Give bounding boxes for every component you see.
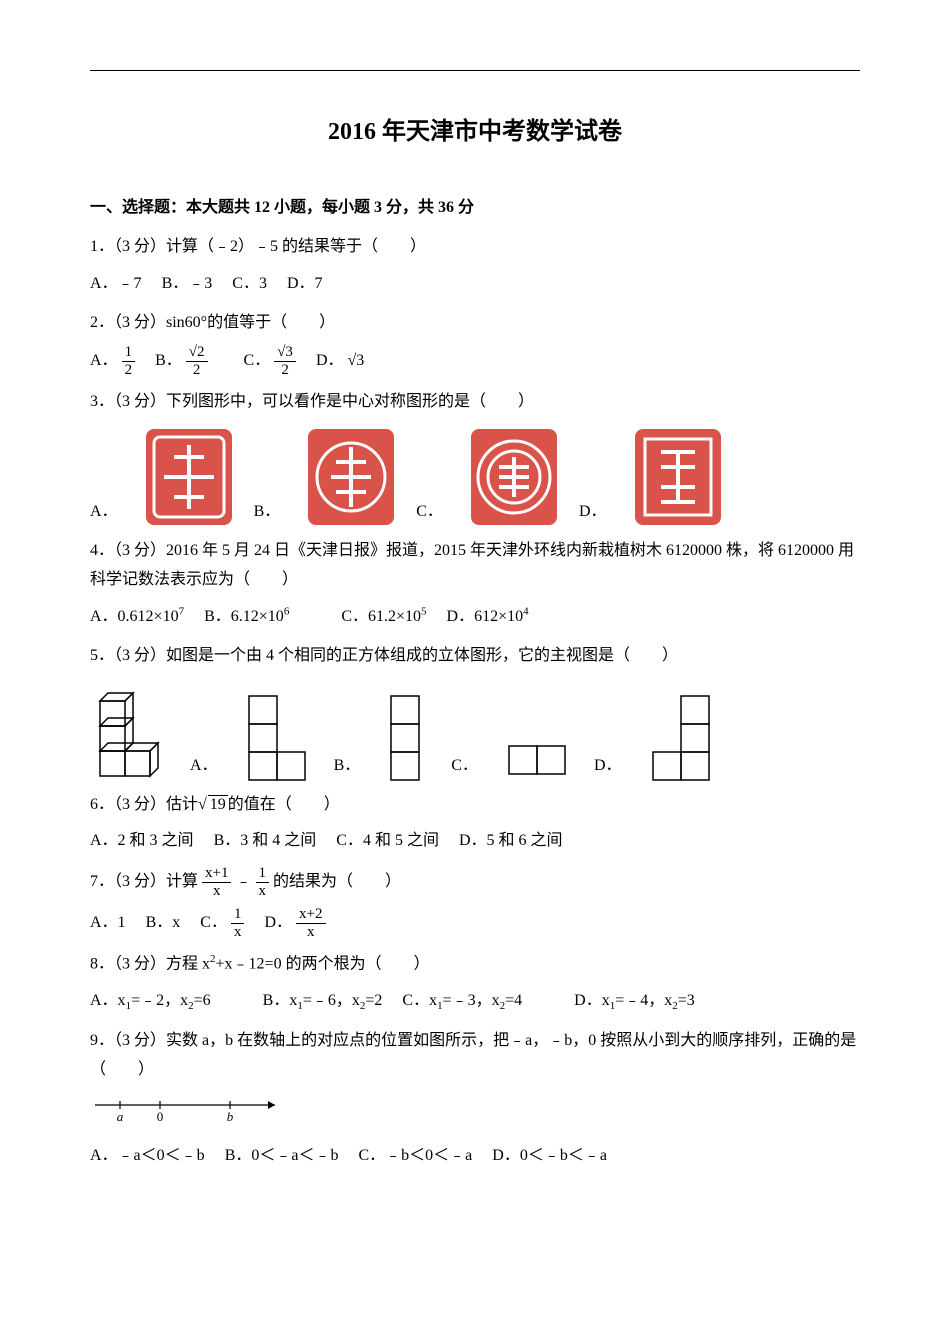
question-5: 5．（3 分）如图是一个由 4 个相同的正方体组成的立体图形，它的主视图是（ ） [90, 642, 860, 781]
q4-optB: B．6.12×106 [204, 608, 289, 625]
q5-stem: 5．（3 分）如图是一个由 4 个相同的正方体组成的立体图形，它的主视图是（ ） [90, 642, 860, 671]
question-6: 6．（3 分）估计√19的值在（ ） A．2 和 3 之间 B．3 和 4 之间… [90, 791, 860, 857]
q1-optA: A．﹣7 [90, 275, 142, 292]
q3-stem: 3．（3 分）下列图形中，可以看作是中心对称图形的是（ ） [90, 388, 860, 417]
q4-options: A．0.612×107 B．6.12×106 C．61.2×105 D．612×… [90, 603, 860, 632]
q1-stem: 1．（3 分）计算（﹣2）﹣5 的结果等于（ ） [90, 233, 860, 262]
q8-stem: 8．（3 分）方程 x2+x﹣12=0 的两个根为（ ） [90, 950, 860, 979]
question-2: 2．（3 分）sin60°的值等于（ ） A． 1 2 B． √2 2 C． √… [90, 309, 860, 379]
q1-options: A．﹣7 B．﹣3 C．3 D．7 [90, 270, 860, 299]
q3-sealD [633, 427, 723, 527]
q7-stem: 7．（3 分）计算 x+1 x ﹣ 1 x 的结果为（ ） [90, 866, 860, 899]
q7-options: A．1 B．x C． 1 x D． x+2 x [90, 907, 860, 940]
q3-figures: A． B． C． D． [90, 427, 860, 527]
q7-optC-pre: C． [200, 914, 227, 931]
q5-figures: A． B． C． D． [90, 681, 860, 781]
q9-stem: 9．（3 分）实数 a，b 在数轴上的对应点的位置如图所示，把﹣a，﹣b，0 按… [90, 1027, 860, 1085]
q4-optD: D．612×104 [447, 608, 529, 625]
q6-optC: C．4 和 5 之间 [336, 832, 439, 849]
q8-optB: B．x1=﹣6，x2=2 [263, 992, 383, 1009]
q5-viewA [244, 691, 314, 781]
q3-sealA [144, 427, 234, 527]
q6-optA: A．2 和 3 之间 [90, 832, 194, 849]
q3-sealB [306, 427, 396, 527]
q1-optC: C．3 [232, 275, 267, 292]
svg-text:a: a [117, 1109, 124, 1123]
section-1-title: 一、选择题：本大题共 12 小题，每小题 3 分，共 36 分 [90, 194, 860, 223]
q9-options: A．﹣a＜0＜﹣b B．0＜﹣a＜﹣b C．﹣b＜0＜﹣a D．0＜﹣b＜﹣a [90, 1142, 860, 1171]
q2-options: A． 1 2 B． √2 2 C． √3 2 D． √3 [90, 345, 860, 378]
top-rule [90, 70, 860, 71]
q4-stem: 4．（3 分）2016 年 5 月 24 日《天津日报》报道，2015 年天津外… [90, 537, 860, 595]
svg-text:b: b [227, 1109, 234, 1123]
q6-optD: D．5 和 6 之间 [459, 832, 563, 849]
question-7: 7．（3 分）计算 x+1 x ﹣ 1 x 的结果为（ ） A．1 B．x C．… [90, 866, 860, 940]
question-1: 1．（3 分）计算（﹣2）﹣5 的结果等于（ ） A．﹣7 B．﹣3 C．3 D… [90, 233, 860, 299]
question-4: 4．（3 分）2016 年 5 月 24 日《天津日报》报道，2015 年天津外… [90, 537, 860, 632]
q5-optA-label: A． [190, 752, 218, 781]
q2-optA-label: A． [90, 353, 118, 370]
question-9: 9．（3 分）实数 a，b 在数轴上的对应点的位置如图所示，把﹣a，﹣b，0 按… [90, 1027, 860, 1170]
question-3: 3．（3 分）下列图形中，可以看作是中心对称图形的是（ ） A． B． C． D… [90, 388, 860, 527]
q6-options: A．2 和 3 之间 B．3 和 4 之间 C．4 和 5 之间 D．5 和 6… [90, 827, 860, 856]
q3-optD-label: D． [579, 498, 607, 527]
q9-optD: D．0＜﹣b＜﹣a [492, 1147, 607, 1164]
q6-optB: B．3 和 4 之间 [214, 832, 317, 849]
q2-fracA: 1 2 [122, 345, 136, 378]
question-8: 8．（3 分）方程 x2+x﹣12=0 的两个根为（ ） A．x1=﹣2，x2=… [90, 950, 860, 1017]
q7-optD-pre: D． [264, 914, 292, 931]
q2-fracC: √3 2 [274, 345, 296, 378]
q3-optC-label: C． [416, 498, 443, 527]
q2-fracB: √2 2 [186, 345, 208, 378]
svg-text:0: 0 [157, 1109, 164, 1123]
q7-fracD: x+2 x [296, 907, 325, 940]
q5-optC-label: C． [451, 752, 478, 781]
q5-viewC [504, 741, 574, 781]
q1-optB: B．﹣3 [162, 275, 213, 292]
q7-optA: A．1 [90, 914, 126, 931]
q3-optA-label: A． [90, 498, 118, 527]
q4-optA: A．0.612×107 [90, 608, 184, 625]
q9-optA: A．﹣a＜0＜﹣b [90, 1147, 205, 1164]
q9-optC: C．﹣b＜0＜﹣a [358, 1147, 472, 1164]
q3-sealC [469, 427, 559, 527]
q9-numberline: a 0 b [90, 1093, 860, 1134]
q2-optC-label: C． [244, 353, 271, 370]
q2-optB-label: B． [155, 353, 182, 370]
q8-optD: D．x1=﹣4，x2=3 [574, 992, 695, 1009]
q2-stem: 2．（3 分）sin60°的值等于（ ） [90, 309, 860, 338]
q2-optD-label: D． [316, 353, 344, 370]
q1-optD: D．7 [287, 275, 323, 292]
q3-optB-label: B． [254, 498, 281, 527]
q8-options: A．x1=﹣2，x2=6 B．x1=﹣6，x2=2 C．x1=﹣3，x2=4 D… [90, 987, 860, 1017]
q9-optB: B．0＜﹣a＜﹣b [225, 1147, 339, 1164]
q6-stem: 6．（3 分）估计√19的值在（ ） [90, 791, 860, 820]
q5-solid [90, 681, 170, 781]
q7-fracC: 1 x [231, 907, 245, 940]
q5-optB-label: B． [334, 752, 361, 781]
q2-valD: √3 [348, 353, 365, 370]
q7-frac2: 1 x [256, 866, 270, 899]
page-title: 2016 年天津市中考数学试卷 [90, 111, 860, 154]
q5-viewB [386, 691, 431, 781]
q8-optA: A．x1=﹣2，x2=6 [90, 992, 211, 1009]
q7-optB: B．x [146, 914, 181, 931]
q5-viewD [648, 691, 718, 781]
q7-frac1: x+1 x [202, 866, 231, 899]
q8-optC: C．x1=﹣3，x2=4 [402, 992, 522, 1009]
q4-optC: C．61.2×105 [341, 608, 426, 625]
q5-optD-label: D． [594, 752, 622, 781]
